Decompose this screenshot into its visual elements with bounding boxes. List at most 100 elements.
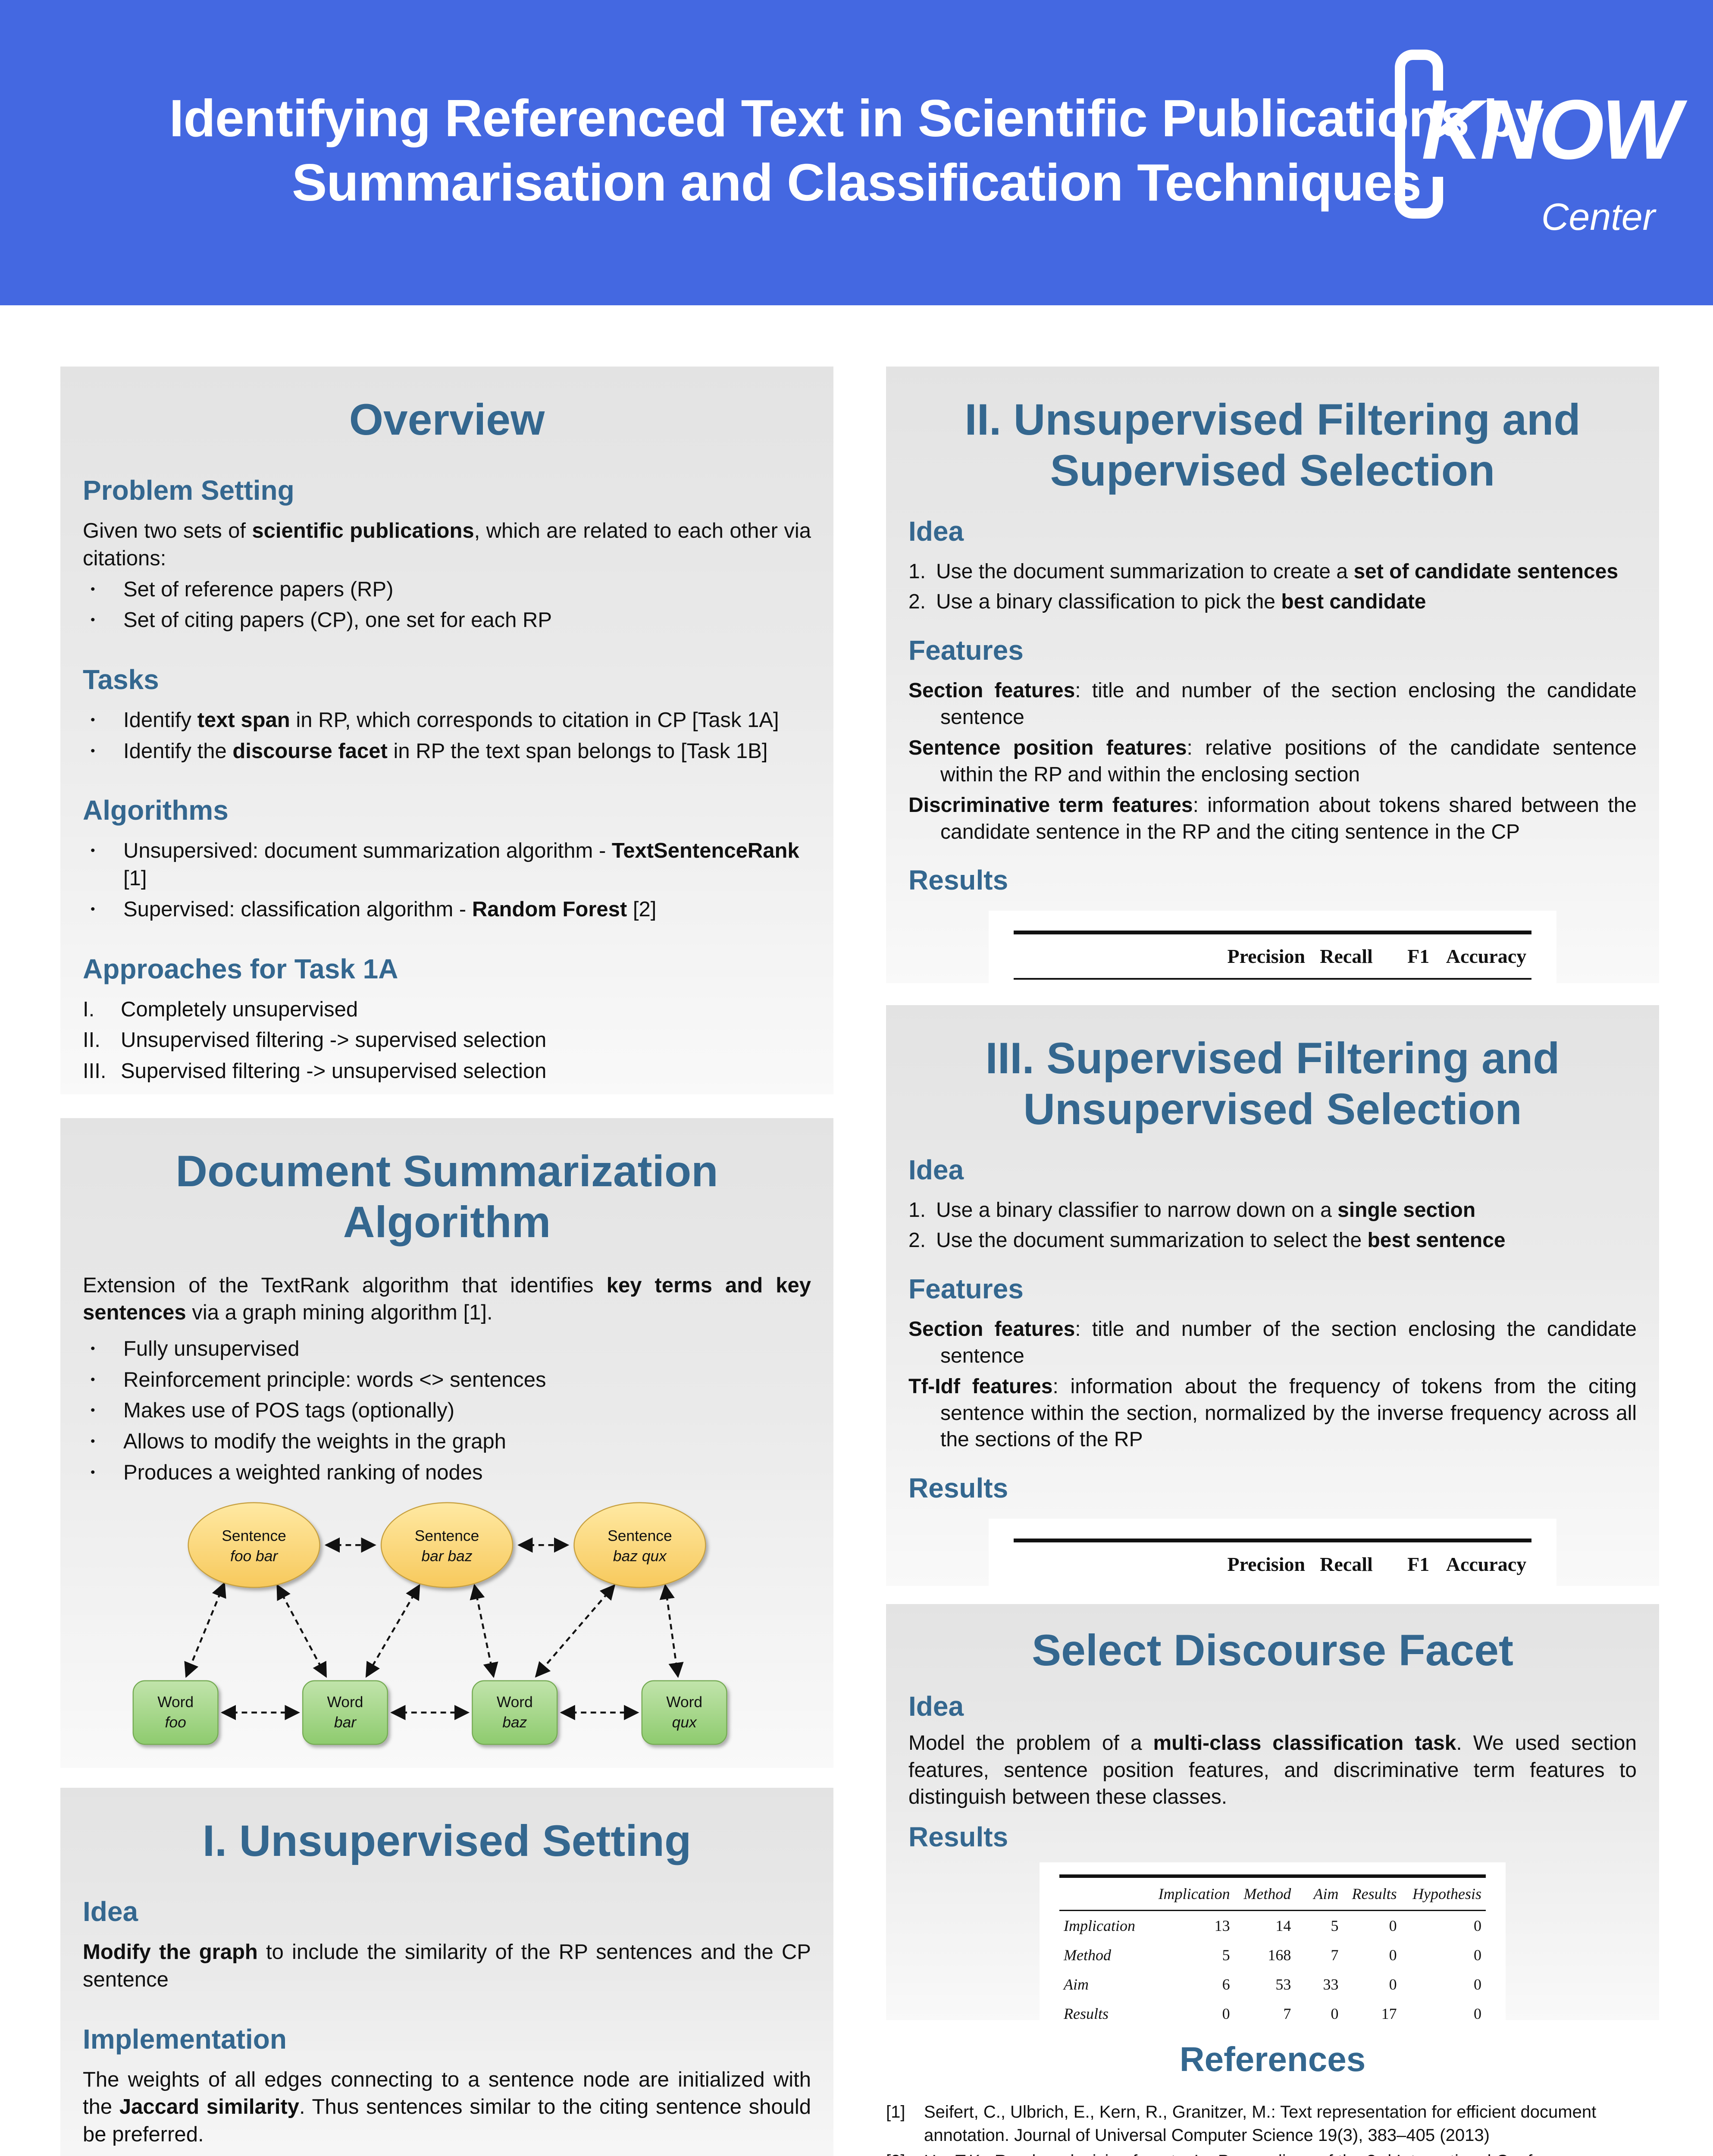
list-item: • Fully unsupervised (83, 1335, 811, 1363)
reference-item: [2] Ho, T.K.: Random decision forests. I… (886, 2150, 1659, 2156)
sentence-node-3-label: baz qux (613, 1548, 667, 1565)
list-item: I. Completely unsupervised (83, 996, 811, 1024)
panel-supervised-filtering-unsupervised-selection: III. Supervised Filtering and Unsupervis… (886, 1005, 1659, 1586)
table-row: Results 0 7 0 17 0 (1064, 2005, 1481, 2020)
heading-idea: Idea (908, 1154, 964, 1185)
bullet-icon: • (91, 613, 95, 627)
word-node-1 (132, 1680, 219, 1745)
word-node-3 (472, 1680, 558, 1745)
logo-center-text: Center (1541, 195, 1655, 238)
sentence-node-3-type: Sentence (608, 1527, 672, 1545)
word-node-3-label: baz (502, 1714, 527, 1731)
results-table-ii: Precision Recall F1 Accuracy development… (1013, 931, 1532, 983)
list-marker: 1. (908, 560, 926, 583)
results-card: Precision Recall F1 Accuracy development… (988, 911, 1557, 983)
problem-setting-intro: Given two sets of scientific publication… (83, 519, 811, 570)
references-heading: References (1179, 2040, 1366, 2078)
poster-title: Identifying Referenced Text in Scientifi… (0, 86, 1713, 215)
panel-document-summarization: Document Summarization Algorithm Extensi… (60, 1118, 833, 1768)
bullet-icon: • (91, 902, 95, 916)
word-node-3-type: Word (497, 1693, 533, 1711)
bullet-icon: • (91, 1403, 95, 1418)
overview-title: Overview (349, 395, 545, 444)
panel-overview: Overview Problem Setting Given two sets … (60, 367, 833, 1094)
list-item: • Supervised: classification algorithm -… (83, 896, 811, 924)
reference-item: [1] Seifert, C., Ulbrich, E., Kern, R., … (886, 2100, 1659, 2147)
facet-title: Select Discourse Facet (1032, 1626, 1513, 1675)
sentence-node-1-label: foo bar (230, 1548, 278, 1565)
panel-unsupervised-setting: I. Unsupervised Setting Idea Modify the … (60, 1788, 833, 2156)
feature-item: Sentence position features: relative pos… (908, 736, 1637, 786)
logo-know-text: KNOW (1422, 82, 1682, 177)
edge-sentence3-word4 (659, 1584, 684, 1678)
table-header-row: Precision Recall F1 Accuracy (1013, 1540, 1532, 1586)
list-item: • Makes use of POS tags (optionally) (83, 1397, 811, 1425)
heading-features: Features (908, 635, 1024, 666)
edge-sentence1-word2 (276, 1584, 327, 1678)
docsum-intro: Extension of the TextRank algorithm that… (83, 1273, 811, 1325)
list-item: III. Supervised filtering -> unsupervise… (83, 1058, 811, 1085)
word-node-4-type: Word (666, 1693, 702, 1711)
heading-idea: Idea (908, 1691, 964, 1722)
heading-idea: Idea (908, 515, 964, 547)
results-card: Precision Recall F1 Accuracy development… (988, 1518, 1557, 1586)
unsup-idea-text: Modify the graph to include the similari… (83, 1940, 811, 1991)
list-item: II. Unsupervised filtering -> supervised… (83, 1027, 811, 1054)
panel-ii-title: II. Unsupervised Filtering and Supervise… (965, 395, 1581, 495)
list-marker: I. (83, 997, 95, 1021)
bullet-icon: • (91, 743, 95, 758)
heading-tasks: Tasks (83, 664, 159, 696)
list-item: • Identify the discourse facet in RP the… (83, 738, 811, 765)
heading-approaches-1a: Approaches for Task 1A (83, 953, 398, 984)
list-marker: 1. (908, 1198, 926, 1222)
heading-results: Results (908, 1821, 1008, 1853)
list-marker: III. (83, 1059, 106, 1083)
bullet-icon: • (91, 1372, 95, 1387)
bullet-icon: • (91, 713, 95, 727)
sentence-node-2-type: Sentence (415, 1527, 479, 1545)
word-node-4-label: qux (672, 1714, 697, 1731)
edge-sentence2-word2 (365, 1584, 420, 1678)
unsup-implementation-text: The weights of all edges connecting to a… (83, 2068, 811, 2147)
heading-results: Results (908, 865, 1008, 896)
heading-features: Features (908, 1273, 1024, 1305)
results-card: Implication Method Aim Results Hypothesi… (1040, 1862, 1506, 2020)
bullet-icon: • (91, 1465, 95, 1479)
bullet-icon: • (91, 843, 95, 858)
header-banner: KNOW Center Identifying Referenced Text … (0, 0, 1713, 305)
heading-problem-setting: Problem Setting (83, 475, 294, 506)
table-header-row: Precision Recall F1 Accuracy (1013, 932, 1532, 980)
bullet-icon: • (91, 582, 95, 596)
logo-bracket-gap (1422, 91, 1448, 177)
table-header-row: Implication Method Aim Results Hypothesi… (1059, 1876, 1486, 1912)
unsup-title: I. Unsupervised Setting (202, 1816, 692, 1865)
list-item: 2. Use a binary classification to pick t… (908, 589, 1637, 615)
edge-sentence2-word3 (470, 1584, 498, 1678)
list-item: • Set of citing papers (CP), one set for… (83, 607, 811, 634)
feature-item: Discriminative term features: informatio… (908, 794, 1637, 843)
list-item: 1. Use the document summarization to cre… (908, 558, 1637, 585)
word-node-1-label: foo (165, 1714, 186, 1731)
sentence-node-3 (573, 1502, 706, 1589)
heading-idea: Idea (83, 1896, 138, 1927)
sentence-node-1-type: Sentence (222, 1527, 286, 1545)
panel-select-discourse-facet: Select Discourse Facet Idea Model the pr… (886, 1604, 1659, 2020)
table-row: development set (2496) 0.803 0.221 0.346… (1014, 979, 1531, 983)
list-item: • Produces a weighted ranking of nodes (83, 1459, 811, 1487)
word-node-2 (302, 1680, 388, 1745)
panel-unsupervised-filtering-supervised-selection: II. Unsupervised Filtering and Supervise… (886, 367, 1659, 983)
word-node-1-type: Word (157, 1693, 194, 1711)
list-item: • Identify text span in RP, which corres… (83, 707, 811, 734)
poster-title-line2: Summarisation and Classification Techniq… (291, 153, 1422, 212)
heading-results: Results (908, 1472, 1008, 1504)
table-row: Aim 6 53 33 0 0 (1064, 1976, 1481, 1993)
list-item: • Unsupersived: document summarization a… (83, 837, 811, 892)
word-node-2-type: Word (327, 1693, 363, 1711)
table-row: Method 5 168 7 0 0 (1064, 1946, 1481, 1964)
panel-iii-title: III. Supervised Filtering and Unsupervis… (985, 1034, 1560, 1134)
list-marker: 2. (908, 590, 926, 614)
list-item: • Allows to modify the weights in the gr… (83, 1428, 811, 1456)
know-center-logo: KNOW Center (1395, 43, 1682, 250)
bullet-icon: • (91, 1434, 95, 1449)
